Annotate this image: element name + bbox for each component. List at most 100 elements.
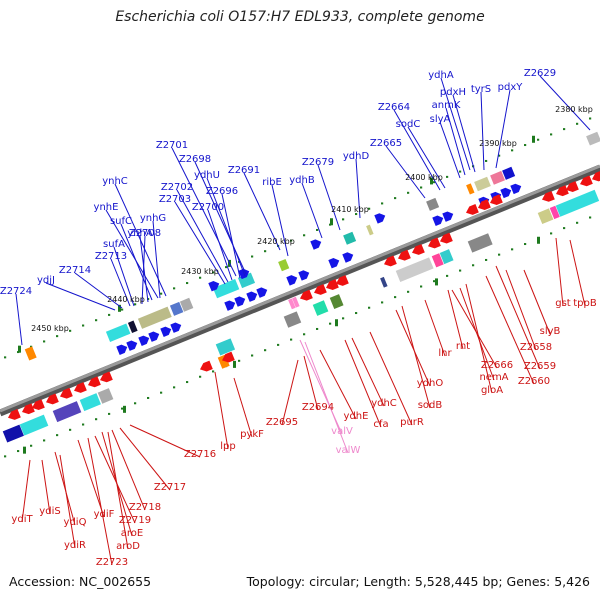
forward-gene-arrow (126, 340, 138, 351)
tick-mark (69, 428, 72, 431)
tick-mark (524, 243, 527, 246)
leader-line (120, 223, 153, 301)
feature-band (395, 257, 434, 283)
feature-band (366, 224, 374, 236)
forward-gene-arrow (224, 300, 236, 311)
feature-band (179, 297, 194, 312)
forward-gene-arrow (310, 239, 322, 250)
reverse-gene-arrow (412, 244, 425, 255)
tick-mark (303, 234, 306, 237)
feature-band (169, 301, 184, 316)
forward-gene-arrow (342, 252, 354, 263)
tick-mark (511, 248, 514, 251)
reverse-gene-label: Z2659 (524, 361, 556, 372)
feature-band (466, 183, 475, 195)
forward-gene-label: Z2703 (159, 194, 191, 205)
reverse-gene-arrow (398, 249, 411, 261)
feature-band (312, 300, 329, 316)
leader-line (171, 147, 237, 277)
reverse-gene-label: ydiF (94, 509, 115, 520)
feature-band (24, 346, 37, 361)
accession-text: Accession: NC_002655 (9, 574, 152, 589)
tick-mark (433, 280, 436, 283)
leader-line (304, 341, 349, 454)
leader-line (424, 299, 446, 357)
reverse-gene-arrow (100, 371, 113, 383)
tick-mark (173, 386, 176, 389)
leader-line (480, 91, 485, 171)
tick-mark (30, 444, 33, 447)
tick-mark (17, 450, 20, 453)
major-tick (233, 360, 236, 368)
feature-band (380, 276, 388, 288)
rna-gene-label: valW (336, 445, 361, 456)
forward-gene-label: ynhC (102, 176, 128, 187)
reverse-gene-label: ydhO (417, 378, 444, 389)
feature-band (555, 189, 600, 217)
forward-gene-label: Z2708 (129, 228, 161, 239)
leader-line (459, 287, 495, 381)
tick-mark (563, 227, 566, 230)
tick-mark (316, 327, 319, 330)
tick-mark (95, 418, 98, 421)
scale-label: 2400 kbp (405, 173, 443, 182)
forward-gene-label: ydhU (194, 170, 220, 181)
tick-mark (173, 287, 176, 290)
reverse-gene-label: Z2717 (154, 482, 186, 493)
tick-mark (342, 317, 345, 320)
reverse-gene-label: ydiQ (64, 517, 87, 528)
reverse-gene-arrow (46, 393, 59, 405)
tick-mark (238, 359, 241, 362)
tick-mark (290, 239, 293, 242)
major-tick (435, 278, 438, 286)
feature-band (586, 131, 600, 146)
backbone (0, 164, 600, 413)
forward-gene-label: Z2629 (524, 68, 556, 79)
leader-line (495, 89, 511, 169)
reverse-gene-arrow (74, 382, 87, 393)
forward-gene-label: ydhD (343, 151, 370, 162)
feature-band (127, 320, 138, 334)
leader-line (539, 75, 591, 131)
tick-mark (69, 329, 72, 332)
reverse-gene-label: aroD (116, 541, 140, 552)
forward-gene-arrow (160, 326, 172, 338)
tick-mark (446, 175, 449, 178)
leader-line (447, 289, 464, 350)
tick-mark (524, 144, 527, 147)
forward-gene-arrow (256, 287, 268, 298)
tick-mark (420, 285, 423, 288)
tick-mark (43, 439, 46, 442)
forward-gene-arrow (170, 322, 182, 333)
reverse-gene-arrow (22, 403, 35, 415)
tick-mark (264, 349, 267, 352)
reverse-gene-arrow (200, 360, 213, 372)
tick-mark (225, 266, 228, 269)
tick-mark (134, 303, 137, 306)
reverse-gene-label: nemA (479, 372, 508, 383)
tick-mark (56, 335, 59, 338)
leader-line (233, 377, 253, 438)
tick-mark (329, 322, 332, 325)
reverse-gene-arrow (478, 199, 491, 210)
tick-mark (342, 218, 345, 221)
forward-gene-label: Z2664 (378, 102, 410, 113)
leader-line (440, 77, 471, 171)
leader-line (77, 439, 105, 518)
feature-band (97, 388, 114, 404)
reverse-gene-arrow (60, 387, 73, 399)
leader-line (206, 177, 246, 277)
scale-label: 2390 kbp (479, 139, 517, 148)
reverse-gene-arrow (336, 275, 349, 286)
major-tick (537, 236, 540, 244)
forward-gene-arrow (432, 215, 444, 226)
tick-mark (82, 324, 85, 327)
leader-line (74, 272, 123, 309)
reverse-gene-label: ydiT (11, 514, 33, 525)
forward-gene-label: sodC (396, 119, 421, 130)
leader-line (221, 193, 241, 279)
scale-label: 2440 kbp (107, 295, 145, 304)
tick-mark (30, 345, 33, 348)
forward-gene-arrow (148, 331, 160, 342)
